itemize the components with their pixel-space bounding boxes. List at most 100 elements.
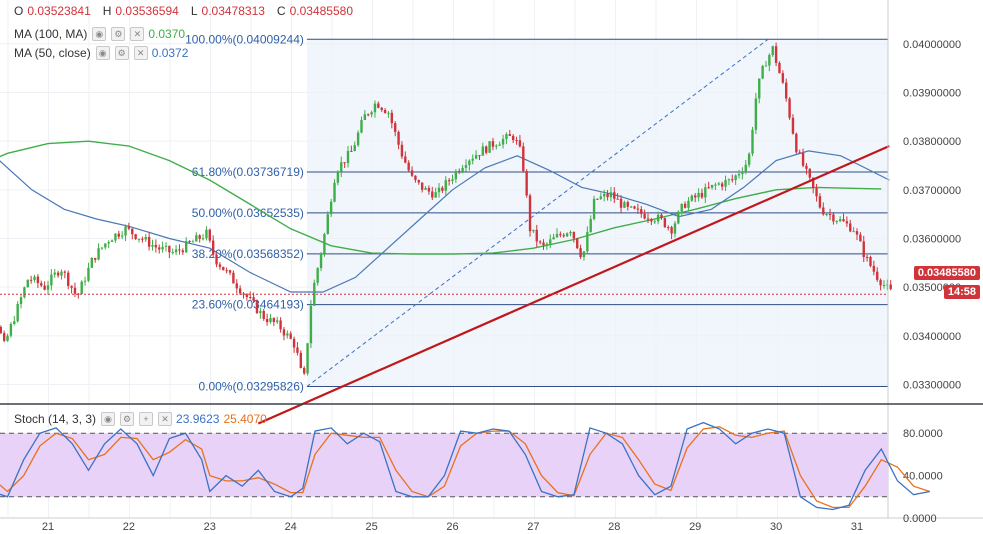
candle-body [761,65,764,79]
candle-body [326,214,329,235]
candle-body [306,343,309,374]
candle-body [687,200,690,208]
candle-body [127,226,131,229]
candle-body [400,144,404,157]
candle-body [50,274,53,286]
candle-body [545,243,549,246]
gear-icon[interactable]: ⚙ [120,412,135,426]
candle-body [63,271,67,273]
price-tick-label: 0.03400000 [903,331,961,343]
stoch-k-line [0,421,930,511]
candle-body [319,253,323,269]
candle-body [161,246,164,250]
candle-body [744,164,747,172]
close-icon[interactable]: ✕ [158,412,173,426]
candle-body [454,171,458,180]
candle-body [481,146,485,156]
candle-body [110,240,114,242]
candle-body [538,241,542,243]
candle-body [350,150,353,152]
candle-body [134,234,137,239]
open-label: O [14,4,24,18]
close-icon[interactable]: ✕ [130,27,145,41]
candle-body [336,171,340,183]
close-icon[interactable]: ✕ [133,46,148,60]
time-tick-label: 28 [608,521,620,533]
candle-body [855,231,859,235]
candle-body [798,152,801,154]
candle-body [586,231,589,252]
moving-average-layer [0,140,890,293]
candle-body [269,318,272,323]
candle-body [852,231,855,233]
candle-body [572,232,576,239]
candle-body [188,241,191,243]
candle-body [825,214,828,216]
candle-body [249,296,252,298]
candle-body [178,249,181,251]
candle-body [670,227,673,234]
plus-icon[interactable]: + [139,412,154,426]
ma50-legend[interactable]: MA (50, close) ◉ ⚙ ✕ 0.0372 [14,46,188,60]
support-trendline[interactable] [257,145,890,425]
ma50-value: 0.0372 [151,46,189,60]
candle-body [151,245,154,247]
candle-body [333,182,336,202]
candle-body [313,282,316,306]
candle-body [117,233,120,237]
candle-body [495,145,498,147]
stoch-tick-label: 0.0000 [903,513,937,525]
candle-body [262,310,265,319]
candle-body [656,214,660,222]
gear-icon[interactable]: ⚙ [111,27,126,41]
time-tick-label: 21 [42,521,54,533]
ma100-legend[interactable]: MA (100, MA) ◉ ⚙ ✕ 0.0370 [14,27,185,41]
candle-body [889,284,892,290]
candle-body [29,279,33,281]
candle-body [801,152,805,166]
candle-body [174,249,178,253]
candle-body [592,198,596,220]
ma100-label: MA (100, MA) [14,27,88,41]
stoch-legend[interactable]: Stoch (14, 3, 3) ◉ ⚙ + ✕ 23.9623 25.4070 [14,412,267,426]
candle-body [144,236,147,240]
fibonacci-layer[interactable]: 100.00%(0.04009244) 61.80%(0.03736719) 50.… [185,32,888,394]
candle-body [862,241,865,257]
stoch-label: Stoch (14, 3, 3) [14,412,97,426]
candle-body [663,218,667,228]
candle-body [747,153,751,165]
candle-body [491,141,495,147]
candle-body [245,294,249,297]
eye-icon[interactable]: ◉ [92,27,107,41]
candle-body [26,279,29,288]
eye-icon[interactable]: ◉ [95,46,110,60]
candle-body [690,195,694,201]
candle-body [869,256,872,266]
eye-icon[interactable]: ◉ [101,412,116,426]
price-tick-label: 0.03300000 [903,380,961,392]
close-value: 0.03485580 [289,4,353,18]
stoch-tick-label: 80.0000 [903,428,943,440]
candle-body [387,112,390,114]
candle-body [46,285,50,290]
price-tick-label: 0.03900000 [903,87,961,99]
candle-body [370,112,373,115]
candle-body [141,238,144,240]
candle-body [367,114,370,116]
candle-body [653,221,656,223]
fib-swing-line[interactable] [306,38,769,387]
candle-body [87,267,90,281]
candle-body [822,207,825,215]
trendline-layer[interactable] [0,145,890,425]
high-label: H [102,4,112,18]
candle-body [741,171,744,175]
ma100-line [0,140,882,255]
candle-body [667,227,670,229]
gear-icon[interactable]: ⚙ [114,46,129,60]
ma50-line [0,150,890,293]
close-label: C [276,4,286,18]
candle-body [646,218,650,220]
candle-body [832,214,835,222]
candle-body [485,146,488,153]
